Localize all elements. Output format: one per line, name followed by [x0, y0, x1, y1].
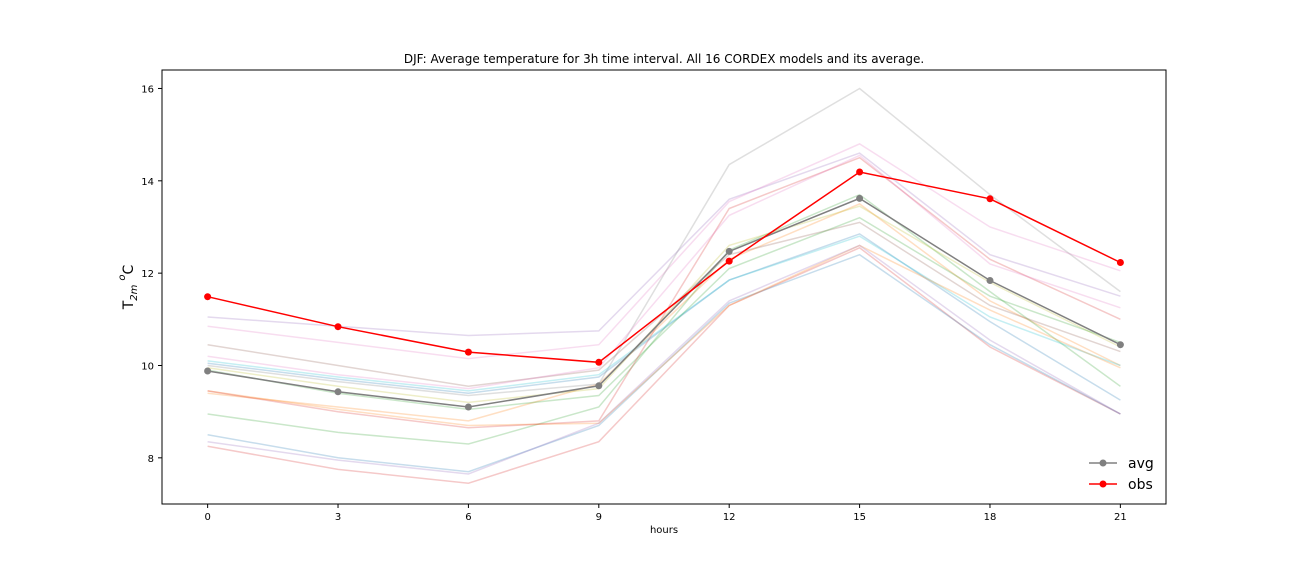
model-line-2 — [207, 203, 1121, 422]
obs-point — [856, 168, 864, 176]
legend-avg-marker — [1099, 459, 1107, 467]
model-line-14 — [207, 156, 1121, 429]
x-axis-label: hours — [650, 525, 678, 536]
avg-point — [725, 247, 733, 255]
avg-point — [856, 194, 864, 202]
avg-point — [986, 277, 994, 284]
main-series — [204, 168, 1124, 411]
x-tick-label: 0 — [204, 512, 210, 523]
model-line-1 — [207, 233, 1121, 401]
model-line-15 — [207, 244, 1121, 475]
y-tick-label: 8 — [148, 454, 154, 465]
model-line-8 — [207, 87, 1121, 397]
x-tick-label: 12 — [723, 512, 736, 523]
model-line-5 — [207, 152, 1121, 337]
model-line-16 — [207, 154, 1121, 390]
obs-point — [464, 348, 472, 356]
x-tick-label: 3 — [335, 512, 341, 523]
x-tick-label: 21 — [1114, 512, 1127, 523]
y-label-sup: o — [117, 274, 128, 280]
y-tick-label: 10 — [141, 361, 154, 372]
avg-point — [1116, 341, 1124, 349]
avg-line — [207, 197, 1121, 408]
x-tick-label: 9 — [596, 512, 602, 523]
y-label-sub: 2m — [129, 284, 140, 300]
model-line-12 — [207, 244, 1121, 427]
avg-point — [334, 388, 342, 396]
x-tick-label: 6 — [465, 512, 471, 523]
obs-line — [207, 171, 1121, 364]
model-line-3 — [207, 193, 1121, 445]
x-tick-label: 18 — [984, 512, 997, 523]
y-label-main: T — [121, 300, 137, 310]
model-line-7 — [207, 143, 1121, 360]
legend: avg obs — [1089, 456, 1154, 493]
legend-obs-marker — [1099, 480, 1107, 488]
model-lines — [207, 87, 1121, 484]
y-label-unit: C — [121, 264, 137, 274]
y-tick-label: 14 — [141, 177, 154, 188]
obs-point — [986, 195, 994, 203]
avg-point — [464, 403, 472, 411]
y-tick-label: 12 — [141, 269, 154, 280]
model-line-4 — [207, 246, 1121, 484]
legend-avg-label: avg — [1128, 456, 1154, 472]
avg-point — [595, 382, 603, 390]
axes: 0 3 6 9 12 15 18 21 8 10 12 14 16 — [141, 69, 1167, 523]
model-line-11 — [207, 253, 1121, 473]
obs-point — [1116, 259, 1124, 266]
model-line-13 — [207, 216, 1121, 411]
y-tick-label: 16 — [141, 84, 154, 95]
model-line-9 — [207, 205, 1121, 404]
x-tick-label: 15 — [853, 512, 866, 523]
plot-frame — [161, 69, 1167, 505]
obs-point — [204, 293, 212, 301]
avg-point — [204, 367, 212, 375]
obs-point — [725, 257, 733, 265]
obs-point — [595, 358, 603, 366]
chart-title: DJF: Average temperature for 3h time int… — [404, 52, 924, 66]
model-line-10 — [207, 235, 1121, 392]
obs-point — [334, 323, 342, 331]
legend-obs-label: obs — [1128, 477, 1153, 493]
y-axis-label: T2moC — [117, 264, 140, 310]
